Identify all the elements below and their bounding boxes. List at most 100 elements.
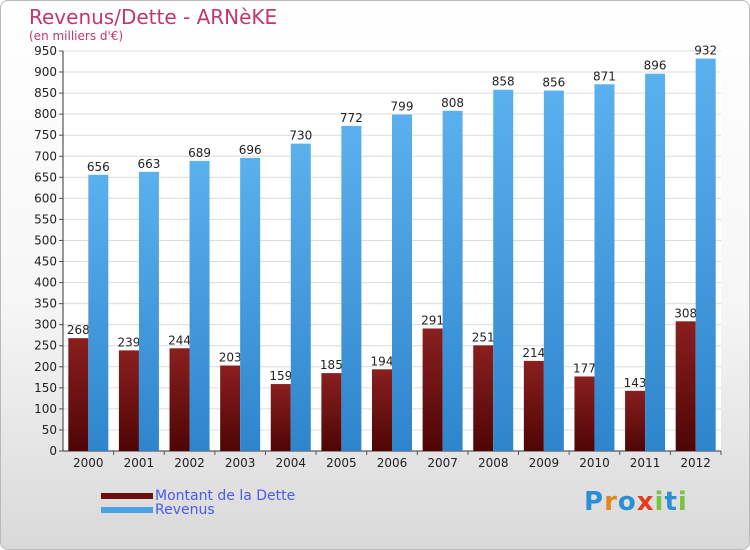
- x-tick-label: 2006: [377, 456, 408, 470]
- data-label-dette: 143: [624, 376, 647, 390]
- y-tick-label: 850: [34, 86, 57, 100]
- x-tick-label: 2012: [680, 456, 711, 470]
- data-label-revenus: 799: [391, 100, 414, 114]
- bar-dette: [625, 390, 646, 451]
- y-tick-label: 350: [34, 297, 57, 311]
- bar-dette: [321, 373, 342, 451]
- x-tick-label: 2009: [529, 456, 560, 470]
- chart-subtitle: (en milliers d'€): [29, 29, 124, 43]
- data-label-dette: 177: [573, 361, 596, 375]
- bar-revenus: [240, 157, 261, 451]
- bar-revenus: [138, 171, 159, 451]
- data-label-revenus: 856: [542, 76, 565, 90]
- logo-letter: x: [636, 487, 655, 517]
- data-label-dette: 308: [674, 306, 697, 320]
- bar-dette: [473, 345, 494, 451]
- data-label-dette: 185: [320, 358, 343, 372]
- data-label-revenus: 663: [137, 157, 160, 171]
- logo-letter: o: [617, 487, 637, 517]
- bar-dette: [372, 369, 392, 451]
- bar-revenus: [543, 90, 564, 451]
- legend-label-revenus: Revenus: [155, 502, 215, 518]
- x-tick-label: 2000: [73, 456, 104, 470]
- y-tick-label: 300: [34, 318, 57, 332]
- bar-dette: [422, 328, 443, 451]
- bar-dette: [68, 338, 89, 451]
- y-tick-label: 900: [34, 65, 57, 79]
- bar-dette: [675, 321, 696, 451]
- y-tick-label: 650: [34, 170, 57, 184]
- logo-letter: P: [584, 487, 605, 517]
- logo-letter: i: [677, 487, 688, 517]
- data-label-dette: 194: [371, 354, 394, 368]
- bar-revenus: [341, 125, 362, 452]
- data-label-revenus: 808: [441, 96, 464, 110]
- y-tick-label: 450: [34, 255, 57, 269]
- bar-dette: [118, 350, 139, 451]
- data-label-revenus: 656: [87, 160, 110, 174]
- bar-dette: [574, 376, 595, 451]
- legend-label-dette: Montant de la Dette: [155, 488, 296, 504]
- y-tick-label: 500: [34, 233, 57, 247]
- proxiti-logo: Proxiti: [584, 487, 688, 517]
- bar-dette: [220, 365, 241, 451]
- bar-revenus: [645, 73, 666, 451]
- data-label-revenus: 730: [289, 129, 312, 143]
- y-tick-label: 150: [34, 381, 57, 395]
- data-label-revenus: 896: [644, 59, 667, 73]
- y-tick-label: 250: [34, 339, 57, 353]
- legend-swatch-dette: [101, 493, 153, 499]
- data-label-revenus: 858: [492, 75, 515, 89]
- chart-title: Revenus/Dette - ARNèKE: [29, 5, 278, 29]
- logo-letter: t: [664, 487, 678, 517]
- x-tick-label: 2005: [326, 456, 357, 470]
- data-label-dette: 203: [219, 351, 242, 365]
- y-tick-label: 950: [34, 44, 57, 58]
- x-tick-label: 2007: [427, 456, 458, 470]
- bar-revenus: [594, 84, 615, 452]
- y-tick-label: 0: [49, 444, 57, 458]
- x-tick-label: 2010: [579, 456, 610, 470]
- bar-dette: [270, 384, 291, 451]
- y-tick-label: 100: [34, 402, 57, 416]
- y-tick-label: 600: [34, 191, 57, 205]
- data-label-revenus: 932: [694, 44, 717, 58]
- y-tick-label: 200: [34, 360, 57, 374]
- x-tick-label: 2004: [275, 456, 306, 470]
- bar-revenus: [88, 174, 109, 451]
- logo-letter: r: [604, 487, 618, 517]
- data-label-dette: 214: [522, 346, 545, 360]
- x-tick-label: 2001: [124, 456, 155, 470]
- y-tick-label: 400: [34, 276, 57, 290]
- data-label-dette: 268: [67, 323, 90, 337]
- bar-chart: 0 50 100 150 200 250 300 350 400 450 500 550 600 650 7…: [34, 44, 722, 470]
- y-tick-label: 700: [34, 149, 57, 163]
- x-tick-label: 2002: [174, 456, 205, 470]
- bar-dette: [523, 360, 544, 451]
- bar-revenus: [442, 110, 463, 451]
- bar-revenus: [493, 89, 514, 451]
- bar-revenus: [189, 160, 210, 452]
- bar-dette: [169, 348, 190, 451]
- data-label-dette: 251: [472, 330, 495, 344]
- data-label-dette: 291: [421, 313, 444, 327]
- bar-revenus: [695, 58, 716, 451]
- y-tick-label: 50: [42, 423, 57, 437]
- y-tick-label: 550: [34, 212, 57, 226]
- bar-revenus: [392, 114, 412, 451]
- y-tick-label: 750: [34, 128, 57, 142]
- data-label-dette: 159: [269, 369, 292, 383]
- y-tick-label: 800: [34, 107, 57, 121]
- bar-revenus: [290, 143, 311, 451]
- logo-letter: i: [654, 487, 665, 517]
- x-tick-label: 2003: [225, 456, 256, 470]
- data-label-revenus: 689: [188, 146, 211, 160]
- x-tick-label: 2008: [478, 456, 509, 470]
- data-label-dette: 244: [168, 333, 191, 347]
- x-tick-label: 2011: [630, 456, 661, 470]
- legend-swatch-revenus: [101, 507, 153, 513]
- data-label-dette: 239: [117, 335, 140, 349]
- data-label-revenus: 871: [593, 69, 616, 83]
- data-label-revenus: 772: [340, 111, 363, 125]
